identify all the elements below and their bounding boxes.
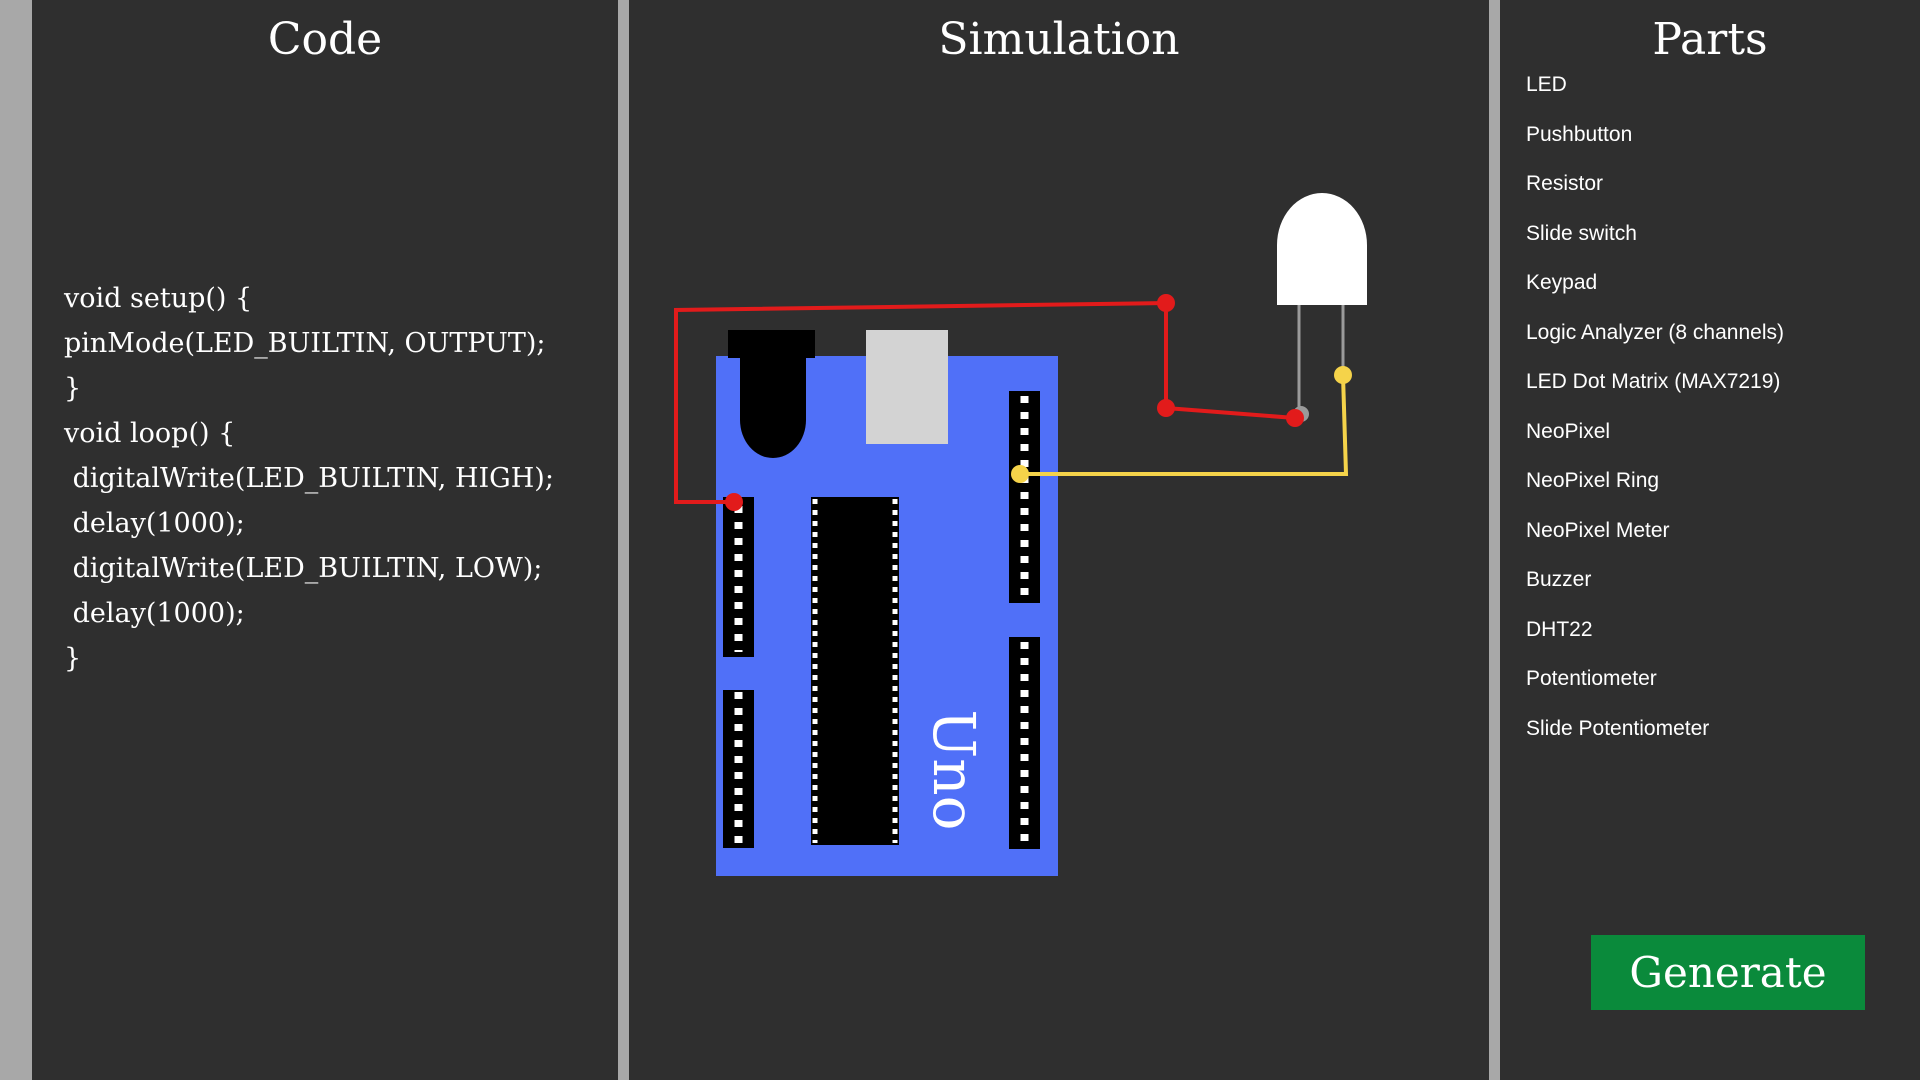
part-item-neopixel-ring[interactable]: NeoPixel Ring bbox=[1526, 469, 1660, 492]
part-item-pushbutton[interactable]: Pushbutton bbox=[1526, 122, 1633, 146]
yellow-wire[interactable] bbox=[1011, 366, 1352, 483]
part-item-neopixel[interactable]: NeoPixel bbox=[1526, 419, 1611, 443]
code-line: pinMode(LED_BUILTIN, OUTPUT); bbox=[64, 328, 546, 359]
part-item-led-dot-matrix[interactable]: LED Dot Matrix (MAX7219) bbox=[1526, 370, 1781, 393]
code-editor[interactable]: void setup() { pinMode(LED_BUILTIN, OUTP… bbox=[64, 276, 604, 681]
simulation-panel: Simulation Uno bbox=[629, 0, 1489, 1080]
part-item-dht22[interactable]: DHT22 bbox=[1526, 617, 1593, 641]
yellow-wire-path bbox=[1020, 374, 1349, 476]
parts-panel: Parts LED Pushbutton Resistor Slide swit… bbox=[1500, 0, 1920, 1080]
red-wire-path bbox=[674, 300, 1296, 504]
board-label: Uno bbox=[920, 709, 988, 830]
code-line: digitalWrite(LED_BUILTIN, LOW); bbox=[64, 553, 543, 584]
led-dome bbox=[1277, 193, 1367, 305]
power-jack-barrel bbox=[740, 350, 806, 458]
led-component[interactable] bbox=[1277, 193, 1367, 422]
yellow-wire-endpoint[interactable] bbox=[1334, 366, 1352, 384]
parts-list: LED Pushbutton Resistor Slide switch Key… bbox=[1526, 69, 1784, 762]
part-item-resistor[interactable]: Resistor bbox=[1526, 172, 1604, 195]
microcontroller-chip bbox=[811, 497, 899, 845]
code-line: void setup() { bbox=[64, 283, 253, 314]
code-line: delay(1000); bbox=[64, 508, 245, 539]
code-panel-title: Code bbox=[267, 14, 383, 65]
code-line: digitalWrite(LED_BUILTIN, HIGH); bbox=[64, 463, 554, 494]
red-wire[interactable] bbox=[674, 294, 1304, 511]
part-item-led[interactable]: LED bbox=[1526, 73, 1567, 96]
code-panel: Code void setup() { pinMode(LED_BUILTIN,… bbox=[32, 0, 618, 1080]
red-wire-bend-point[interactable] bbox=[1157, 294, 1175, 312]
code-line: } bbox=[64, 373, 82, 404]
part-item-neopixel-meter[interactable]: NeoPixel Meter bbox=[1526, 518, 1670, 542]
usb-port bbox=[866, 330, 948, 444]
red-wire-endpoint[interactable] bbox=[725, 493, 743, 511]
part-item-logic-analyzer[interactable]: Logic Analyzer (8 channels) bbox=[1526, 320, 1784, 344]
simulation-panel-title: Simulation bbox=[938, 14, 1180, 65]
part-item-slide-switch[interactable]: Slide switch bbox=[1526, 221, 1637, 245]
red-wire-bend-point[interactable] bbox=[1157, 399, 1175, 417]
part-item-buzzer[interactable]: Buzzer bbox=[1526, 568, 1592, 591]
yellow-wire-endpoint[interactable] bbox=[1011, 465, 1029, 483]
parts-panel-title: Parts bbox=[1652, 14, 1768, 65]
code-line: delay(1000); bbox=[64, 598, 245, 629]
red-wire-endpoint[interactable] bbox=[1286, 409, 1304, 427]
part-item-slide-potentiometer[interactable]: Slide Potentiometer bbox=[1526, 716, 1710, 740]
code-line: } bbox=[64, 643, 82, 674]
part-item-potentiometer[interactable]: Potentiometer bbox=[1526, 667, 1657, 690]
simulation-canvas[interactable]: Uno bbox=[629, 0, 1489, 1080]
code-line: void loop() { bbox=[64, 418, 236, 449]
part-item-keypad[interactable]: Keypad bbox=[1526, 271, 1598, 294]
generate-button[interactable]: Generate bbox=[1591, 935, 1865, 1010]
arduino-uno-board[interactable]: Uno bbox=[716, 330, 1058, 876]
